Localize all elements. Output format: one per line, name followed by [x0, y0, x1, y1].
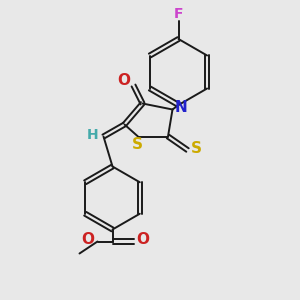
Text: N: N	[175, 100, 187, 115]
Text: H: H	[86, 128, 98, 142]
Text: S: S	[132, 137, 143, 152]
Text: O: O	[136, 232, 149, 247]
Text: O: O	[117, 73, 130, 88]
Text: S: S	[190, 141, 201, 156]
Text: O: O	[81, 232, 94, 247]
Text: F: F	[174, 7, 183, 20]
